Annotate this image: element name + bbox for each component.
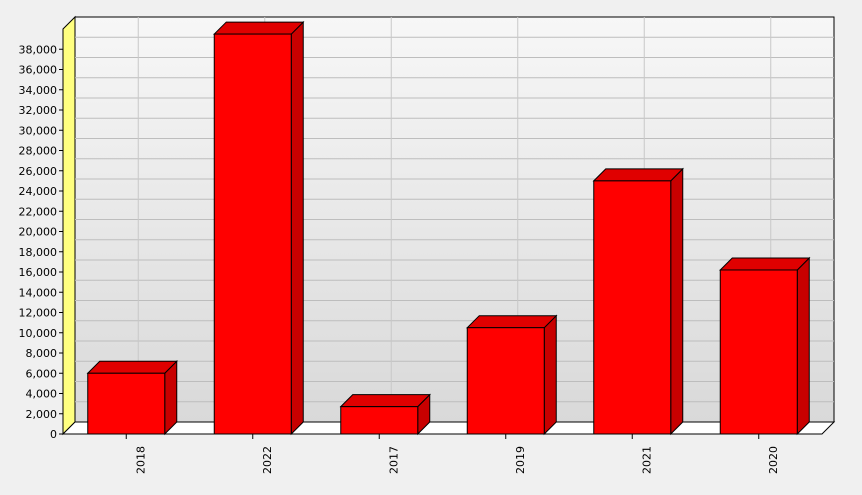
y-tick-label: 10,000 [19, 327, 58, 340]
y-tick-label: 28,000 [19, 145, 58, 158]
y-tick-label: 20,000 [19, 226, 58, 239]
bar-front [213, 33, 292, 435]
y-tick-label: 34,000 [19, 84, 58, 97]
bar-top [592, 168, 684, 182]
bar [466, 314, 558, 436]
bar [86, 360, 178, 436]
y-tick-label: 36,000 [19, 64, 58, 77]
bar-top [86, 360, 178, 374]
bar [339, 393, 431, 436]
x-tick-label: 2018 [134, 446, 147, 474]
left-wall [62, 15, 76, 436]
y-tick-label: 24,000 [19, 185, 58, 198]
floor [61, 421, 836, 435]
bar-front [593, 180, 672, 435]
bar [719, 256, 811, 436]
bar-side [164, 360, 178, 436]
bar-side [670, 167, 684, 436]
y-tick-label: 26,000 [19, 165, 58, 178]
x-tick-label: 2020 [767, 446, 780, 474]
y-tick-label: 12,000 [19, 307, 58, 320]
bar-side [290, 20, 304, 436]
x-tick-label: 2019 [514, 446, 527, 474]
y-tick-label: 8,000 [26, 347, 58, 360]
x-tick-label: 2017 [387, 446, 400, 474]
bar [213, 20, 305, 436]
y-tick-label: 22,000 [19, 205, 58, 218]
bar-side [543, 314, 557, 436]
bar [592, 167, 684, 436]
bar-front [340, 406, 419, 435]
bar-front [719, 269, 798, 435]
y-tick-label: 32,000 [19, 104, 58, 117]
bar-side [796, 256, 810, 436]
bar-top [339, 394, 431, 408]
y-tick-label: 16,000 [19, 266, 58, 279]
bar-top [719, 257, 811, 271]
y-tick-label: 6,000 [26, 367, 58, 380]
y-tick-label: 30,000 [19, 124, 58, 137]
y-tick-label: 4,000 [26, 388, 58, 401]
y-tick-label: 0 [50, 428, 57, 441]
x-tick-label: 2022 [261, 446, 274, 474]
bar-front [466, 327, 545, 435]
y-tick-label: 2,000 [26, 408, 58, 421]
bar-front [87, 372, 166, 435]
bar-top [213, 21, 305, 35]
bar-top [466, 315, 558, 329]
y-tick-label: 38,000 [19, 43, 58, 56]
y-tick-label: 14,000 [19, 286, 58, 299]
y-tick-label: 18,000 [19, 246, 58, 259]
x-tick-label: 2021 [640, 446, 653, 474]
